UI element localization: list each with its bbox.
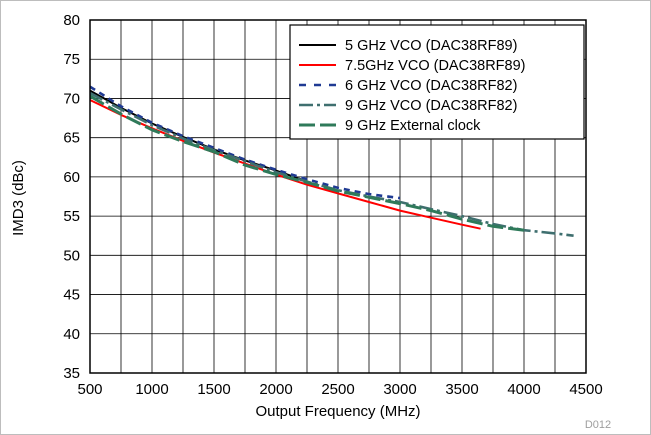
x-axis-label: Output Frequency (MHz) — [255, 403, 420, 420]
y-tick-label: 55 — [63, 208, 80, 225]
y-tick-label: 80 — [63, 12, 80, 29]
x-tick-labels: 500 1000 1500 2000 2500 3000 3500 4000 4500 — [77, 381, 602, 398]
x-tick-label: 4000 — [507, 381, 540, 398]
legend-box — [289, 24, 585, 140]
plot-border — [89, 19, 587, 374]
y-tick-label: 70 — [63, 90, 80, 107]
legend-label: 6 GHz VCO (DAC38RF82) — [345, 78, 517, 94]
x-tick-label: 500 — [77, 381, 102, 398]
y-tick-label: 60 — [63, 169, 80, 186]
x-tick-label: 2000 — [259, 381, 292, 398]
legend-label: 9 GHz VCO (DAC38RF82) — [345, 98, 517, 114]
y-tick-label: 65 — [63, 130, 80, 147]
x-tick-label: 4500 — [569, 381, 602, 398]
y-tick-label: 35 — [63, 365, 80, 382]
legend-label: 5 GHz VCO (DAC38RF89) — [345, 38, 517, 54]
series-line-4 — [90, 91, 574, 237]
y-tick-label: 45 — [63, 287, 80, 304]
y-tick-labels: 35 40 45 50 55 60 65 70 75 80 — [63, 12, 80, 382]
x-tick-label: 3500 — [445, 381, 478, 398]
y-tick-label: 40 — [63, 326, 80, 343]
x-tick-label: 1500 — [197, 381, 230, 398]
figure-id: D012 — [585, 419, 611, 431]
legend-label: 7.5GHz VCO (DAC38RF89) — [345, 58, 526, 74]
y-tick-label: 75 — [63, 51, 80, 68]
y-tick-label: 50 — [63, 247, 80, 264]
x-tick-label: 1000 — [135, 381, 168, 398]
legend-label: 9 GHz External clock — [345, 118, 481, 134]
x-tick-label: 2500 — [321, 381, 354, 398]
x-tick-label: 3000 — [383, 381, 416, 398]
legend: 5 GHz VCO (DAC38RF89) 7.5GHz VCO (DAC38RF… — [289, 24, 585, 140]
series-line-5 — [90, 94, 525, 232]
series-layer — [90, 85, 574, 237]
series-line-3 — [90, 85, 401, 200]
y-axis-label: IMD3 (dBc) — [10, 160, 27, 236]
